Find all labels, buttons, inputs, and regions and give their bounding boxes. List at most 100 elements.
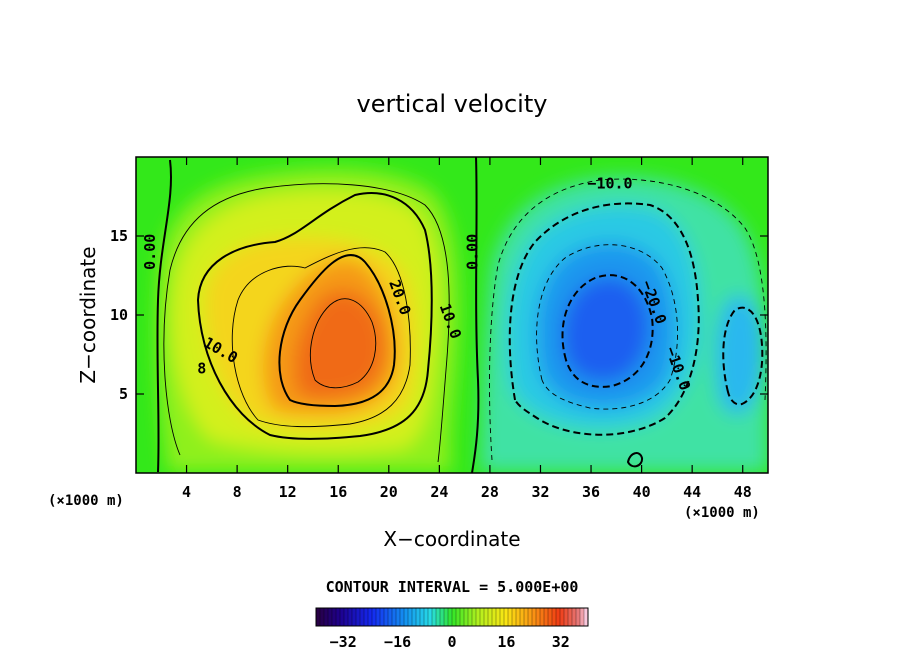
colorbar-swatch [563,607,569,627]
colorbar-swatch [319,607,325,627]
colorbar-swatch [335,607,341,627]
x-tick-label: 36 [582,483,600,501]
x-tick-label: 12 [279,483,297,501]
colorbar [315,607,589,627]
colorbar-swatch [475,607,481,627]
colorbar-swatch [463,607,469,627]
x-tick-label: 32 [531,483,549,501]
colorbar-swatch [523,607,529,627]
colorbar-swatch [483,607,489,627]
colorbar-swatch [323,607,329,627]
x-axis-units-right: (×1000 m) [684,505,760,521]
colorbar-swatch [519,607,525,627]
x-axis-units-left: (×1000 m) [48,493,124,509]
colorbar-swatch [555,607,561,627]
colorbar-swatch [487,607,493,627]
x-tick-label: 28 [481,483,499,501]
colorbar-swatch [531,607,537,627]
colorbar-swatch [543,607,549,627]
colorbar-swatch [575,607,581,627]
colorbar-swatch [391,607,397,627]
contour-zero-middle [471,157,480,473]
colorbar-swatch [415,607,421,627]
colorbar-swatch [339,607,345,627]
contour-neg-10 [508,202,700,436]
colorbar-tick-label: 0 [447,633,456,651]
x-tick-label: 16 [329,483,347,501]
colorbar-swatch [351,607,357,627]
y-tick-label: 10 [110,306,128,324]
colorbar-swatch [427,607,433,627]
colorbar-swatch [347,607,353,627]
contour-neg-15 [536,244,678,410]
positive-level-25 [294,290,385,399]
colorbar-swatch [375,607,381,627]
colorbar-swatch [507,607,513,627]
colorbar-tick-label: 32 [552,633,570,651]
updraft-fill [156,168,459,472]
colorbar-swatch [355,607,361,627]
contour-neg-5 [489,178,767,461]
colorbar-tick-label: 16 [497,633,515,651]
colorbar-swatch [327,607,333,627]
contour-label: 0.00 [463,234,481,270]
x-tick-label: 24 [430,483,448,501]
y-tick-label: 15 [110,227,128,245]
colorbar-swatch [495,607,501,627]
contour-label: 0.00 [141,234,159,270]
colorbar-swatch [491,607,497,627]
colorbar-swatch [539,607,545,627]
colorbar-swatch [499,607,505,627]
colorbar-swatch [411,607,417,627]
colorbar-swatch [511,607,517,627]
colorbar-swatch [435,607,441,627]
x-axis-label: X−coordinate [383,527,520,551]
contour-pos-10 [196,192,433,440]
colorbar-swatch [387,607,393,627]
colorbar-swatch [455,607,461,627]
x-tick-label: 48 [734,483,752,501]
contour-interval-text: CONTOUR INTERVAL = 5.000E+00 [326,578,579,596]
contour-label: 8 [197,359,206,377]
colorbar-swatch [503,607,509,627]
colorbar-swatch [363,607,369,627]
plot-area [136,157,768,473]
colorbar-swatch [471,607,477,627]
x-tick-label: 44 [683,483,701,501]
colorbar-swatch [535,607,541,627]
x-tick-label: 4 [182,483,191,501]
colorbar-tick-label: −32 [330,633,357,651]
colorbar-swatch [383,607,389,627]
contour-pos-25 [309,298,377,389]
colorbar-swatch [571,607,577,627]
contour-pos-5 [163,183,450,463]
colorbar-swatch [403,607,409,627]
colorbar-swatch [367,607,373,627]
contour-neg-small [626,452,644,468]
colorbar-swatch [515,607,521,627]
colorbar-swatch [559,607,565,627]
contour-label: −10.0 [587,175,632,193]
colorbar-swatch [551,607,557,627]
y-axis-ticks: 5 10 15 [110,227,768,403]
y-tick-label: 5 [119,385,128,403]
colorbar-swatch [423,607,429,627]
y-axis-label: Z−coordinate [76,246,100,383]
contour-neg-secondary [722,306,764,406]
colorbar-frame [315,607,589,627]
colorbar-swatch [443,607,449,627]
colorbar-swatch [407,607,413,627]
colorbar-swatch [451,607,457,627]
colorbar-swatch [379,607,385,627]
contour-pos-20 [278,254,396,408]
negative-contours [489,178,767,468]
colorbar-swatch [547,607,553,627]
positive-contours [156,157,480,473]
negative-level-20 [563,277,649,382]
contour-zero-left [156,159,172,473]
x-tick-label: 40 [633,483,651,501]
downdraft-fill [480,176,768,472]
colorbar-swatch [359,607,365,627]
colorbar-swatch [315,607,321,627]
x-tick-label: 8 [233,483,242,501]
